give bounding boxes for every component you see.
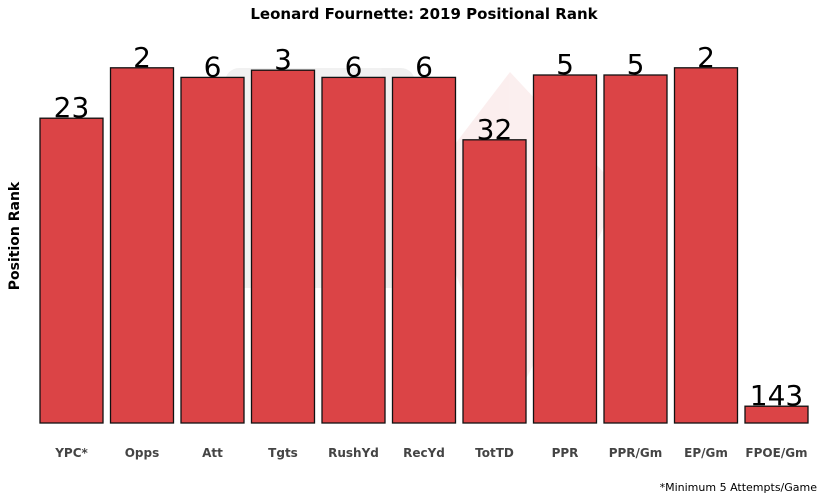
value-label-tottd: 32 [477,113,513,146]
value-label-ppr: 5 [556,48,574,81]
value-label-rushyd: 6 [345,50,363,83]
bar-rushyd [321,76,386,424]
x-tick-rushyd: RushYd [328,446,379,460]
value-label-ppr-gm: 5 [627,48,645,81]
bar-ypc [39,117,104,424]
x-tick-ppr: PPR [552,446,579,460]
x-tick-ep-gm: EP/Gm [684,446,728,460]
bar-ppr [532,74,598,424]
chart-title: Leonard Fournette: 2019 Positional Rank [250,5,598,23]
bar-ppr-gm [603,74,668,424]
bar-recyd [391,76,457,424]
bars [39,67,809,424]
x-tick-ppr-gm: PPR/Gm [609,446,663,460]
bar-att [180,76,245,424]
value-label-tgts: 3 [274,43,292,76]
x-tick-fpoe-gm: FPOE/Gm [745,446,807,460]
y-axis-label: Position Rank [7,181,23,290]
x-tick-tgts: Tgts [268,446,298,460]
value-label-fpoe-gm: 143 [750,379,803,412]
footnote: *Minimum 5 Attempts/Game [660,481,818,494]
bar-tottd [462,139,527,424]
value-label-recyd: 6 [415,50,433,83]
value-labels: 23 2 6 3 6 6 32 5 5 2 143 [54,41,804,412]
x-tick-tottd: TotTD [475,446,514,460]
value-label-opps: 2 [133,41,151,74]
value-label-att: 6 [204,50,222,83]
bar-opps [109,67,175,424]
bar-tgts [250,69,316,424]
value-label-ypc: 23 [54,91,90,124]
bar-fpoe-gm [744,405,809,424]
x-tick-ypc: YPC* [54,446,88,460]
x-tick-labels: YPC* Opps Att Tgts RushYd RecYd TotTD PPR PPR/Gm… [54,446,807,460]
x-tick-opps: Opps [125,446,160,460]
x-tick-att: Att [202,446,223,460]
x-tick-recyd: RecYd [403,446,445,460]
bar-ep-gm [673,67,739,424]
value-label-ep-gm: 2 [697,41,715,74]
